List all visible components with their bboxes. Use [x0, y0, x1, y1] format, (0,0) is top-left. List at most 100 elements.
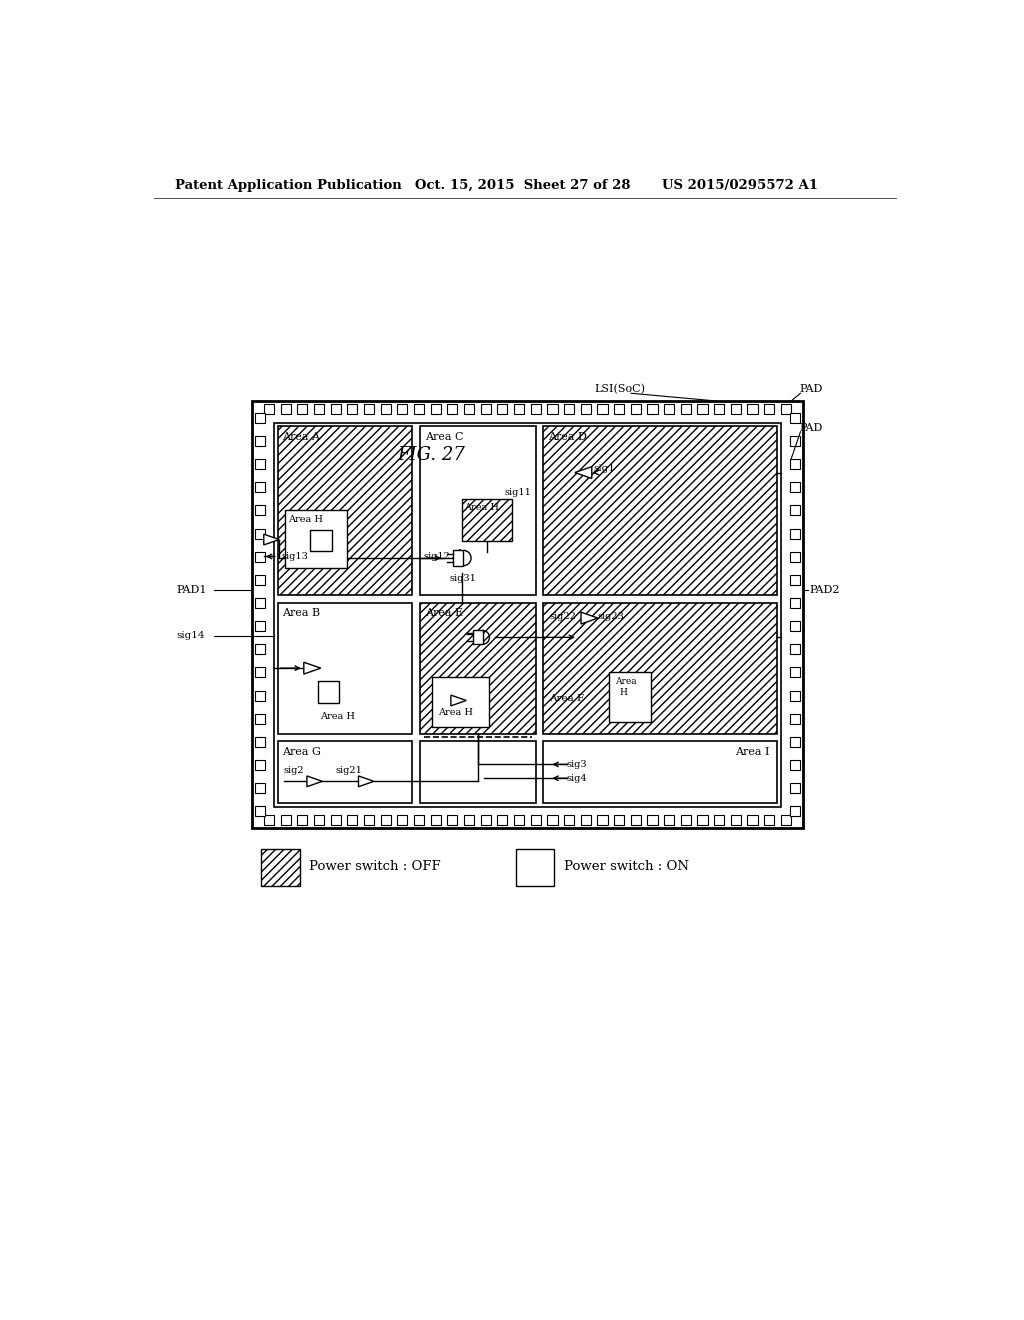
- Bar: [264, 404, 274, 414]
- Bar: [647, 816, 657, 825]
- Bar: [414, 816, 424, 825]
- Bar: [317, 681, 339, 702]
- Bar: [281, 816, 291, 825]
- Bar: [447, 816, 458, 825]
- Bar: [255, 807, 265, 816]
- Bar: [790, 459, 800, 469]
- Bar: [714, 816, 724, 825]
- Text: Area I: Area I: [735, 747, 769, 758]
- Text: sig23: sig23: [597, 612, 624, 620]
- Polygon shape: [304, 663, 321, 675]
- Bar: [420, 742, 536, 803]
- Bar: [597, 404, 607, 414]
- Bar: [790, 413, 800, 422]
- Text: FIG. 27: FIG. 27: [397, 446, 465, 463]
- Bar: [514, 816, 524, 825]
- Bar: [697, 404, 708, 414]
- Bar: [731, 404, 740, 414]
- Bar: [464, 404, 474, 414]
- Bar: [397, 404, 408, 414]
- Text: PAD2: PAD2: [810, 585, 841, 594]
- Bar: [255, 413, 265, 422]
- Bar: [255, 482, 265, 492]
- Bar: [264, 816, 274, 825]
- Bar: [790, 598, 800, 609]
- Bar: [381, 404, 391, 414]
- Text: Area C: Area C: [425, 432, 463, 442]
- Bar: [454, 550, 463, 566]
- Text: sig12: sig12: [424, 552, 451, 561]
- Bar: [298, 404, 307, 414]
- Bar: [255, 668, 265, 677]
- Text: PAD: PAD: [799, 422, 822, 433]
- Bar: [261, 849, 300, 886]
- Bar: [255, 644, 265, 655]
- Text: sig13: sig13: [282, 552, 308, 561]
- Bar: [278, 426, 413, 595]
- Bar: [431, 404, 441, 414]
- Text: PAD: PAD: [799, 384, 822, 395]
- Bar: [255, 760, 265, 770]
- Bar: [790, 668, 800, 677]
- Polygon shape: [264, 535, 280, 545]
- Text: US 2015/0295572 A1: US 2015/0295572 A1: [662, 178, 818, 191]
- Bar: [498, 404, 508, 414]
- Bar: [530, 816, 541, 825]
- Bar: [614, 404, 625, 414]
- Bar: [431, 816, 441, 825]
- Bar: [255, 714, 265, 723]
- Bar: [790, 482, 800, 492]
- Bar: [608, 672, 651, 722]
- Bar: [665, 816, 674, 825]
- Bar: [790, 807, 800, 816]
- Bar: [255, 783, 265, 793]
- Bar: [544, 742, 777, 803]
- Bar: [252, 401, 803, 829]
- Bar: [548, 816, 557, 825]
- Bar: [790, 737, 800, 747]
- Bar: [790, 714, 800, 723]
- Bar: [314, 404, 325, 414]
- Text: sig3: sig3: [566, 760, 587, 768]
- Text: Area H: Area H: [319, 713, 355, 721]
- Bar: [255, 436, 265, 446]
- Bar: [463, 499, 512, 541]
- Bar: [681, 816, 691, 825]
- Bar: [790, 506, 800, 516]
- Bar: [397, 816, 408, 825]
- Text: Area H: Area H: [438, 708, 473, 717]
- Bar: [331, 816, 341, 825]
- Bar: [420, 603, 536, 734]
- Bar: [347, 404, 357, 414]
- Bar: [381, 816, 391, 825]
- Bar: [365, 404, 374, 414]
- Bar: [255, 598, 265, 609]
- Bar: [790, 760, 800, 770]
- Bar: [255, 552, 265, 562]
- Bar: [790, 622, 800, 631]
- Polygon shape: [358, 776, 374, 787]
- Bar: [764, 816, 774, 825]
- Bar: [631, 816, 641, 825]
- Bar: [697, 816, 708, 825]
- Text: LSI(SoC): LSI(SoC): [594, 384, 645, 395]
- Bar: [255, 459, 265, 469]
- Bar: [255, 622, 265, 631]
- Bar: [273, 422, 781, 807]
- Text: sig2: sig2: [284, 766, 304, 775]
- Polygon shape: [574, 467, 592, 478]
- Bar: [331, 404, 341, 414]
- Text: Area A: Area A: [283, 432, 321, 442]
- Bar: [581, 816, 591, 825]
- Bar: [432, 677, 489, 727]
- Text: Patent Application Publication: Patent Application Publication: [175, 178, 402, 191]
- Text: Area G: Area G: [283, 747, 322, 758]
- Bar: [790, 576, 800, 585]
- Bar: [310, 529, 332, 552]
- Bar: [790, 783, 800, 793]
- Bar: [681, 404, 691, 414]
- Bar: [790, 644, 800, 655]
- Bar: [790, 690, 800, 701]
- Text: Area H: Area H: [288, 515, 323, 524]
- Bar: [481, 404, 490, 414]
